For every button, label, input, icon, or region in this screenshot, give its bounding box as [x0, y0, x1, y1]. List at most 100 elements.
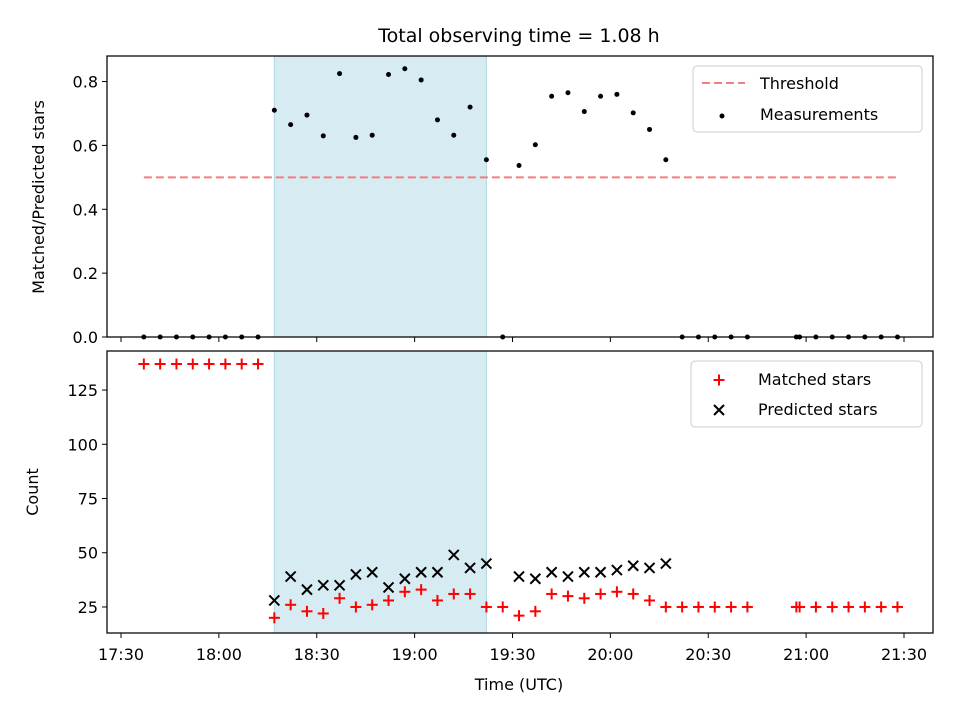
- measurement-point: [271, 107, 277, 113]
- matched-point: [810, 601, 822, 613]
- measurement-point: [337, 71, 343, 77]
- measurement-point: [467, 104, 473, 110]
- cross-stroke-b: [464, 562, 476, 574]
- legend-predicted-label: Predicted stars: [758, 400, 878, 419]
- bottom-ylabel: Count: [23, 468, 42, 516]
- measurement-point: [598, 93, 604, 99]
- top-legend-box: [692, 65, 923, 133]
- matched-point: [546, 588, 558, 600]
- legend-measurements-label: Measurements: [760, 105, 878, 124]
- bottom-axes-frame: [106, 350, 934, 634]
- measurement-point: [581, 109, 587, 115]
- cross-stroke-b: [529, 573, 542, 585]
- matched-point: [611, 586, 623, 598]
- cross-stroke-b: [268, 594, 281, 607]
- bottom-ytick-tick-label: 25: [78, 598, 98, 617]
- cross-stroke-b: [594, 566, 607, 578]
- matched-point: [676, 601, 688, 613]
- matched-point: [285, 599, 297, 611]
- predicted-point: [611, 564, 623, 576]
- matched-point: [692, 601, 704, 613]
- cross-stroke-b: [317, 579, 329, 591]
- legend-measurement-marker: [719, 113, 725, 119]
- measurement-point: [532, 142, 538, 148]
- predicted-point: [350, 568, 362, 581]
- matched-point: [219, 358, 231, 370]
- bottom-xlabel: Time (UTC): [474, 675, 563, 694]
- cross-stroke-b: [448, 549, 460, 561]
- predicted-point: [301, 583, 313, 596]
- matched-point: [383, 594, 395, 606]
- cross-stroke-b: [301, 583, 313, 596]
- measurement-point: [369, 132, 375, 138]
- matched-point: [660, 601, 672, 613]
- predicted-point: [333, 579, 346, 591]
- cross-stroke-b: [562, 570, 574, 583]
- top-ytick-tick-label: 0.2: [73, 264, 98, 283]
- measurement-point: [304, 112, 310, 118]
- measurement-point: [402, 66, 408, 72]
- cross-stroke-b: [333, 579, 346, 591]
- bottom-ytick-tick-label: 75: [78, 490, 98, 509]
- matched-point: [741, 601, 753, 613]
- predicted-point: [415, 566, 427, 578]
- predicted-point: [660, 557, 672, 570]
- predicted-point: [431, 566, 444, 578]
- matched-point: [513, 610, 525, 622]
- chart-title: Total observing time = 1.08 h: [377, 25, 659, 47]
- matched-point: [725, 601, 737, 613]
- matched-point: [203, 358, 215, 370]
- cross-stroke-b: [578, 566, 590, 578]
- matched-point: [562, 590, 574, 602]
- matched-point: [170, 358, 182, 370]
- cross-stroke-b: [284, 570, 297, 583]
- matched-point: [350, 601, 362, 613]
- measurement-point: [647, 126, 653, 132]
- predicted-point: [382, 581, 395, 594]
- measurement-point: [386, 72, 392, 78]
- predicted-point: [578, 566, 590, 578]
- bottom-ytick-tick-label: 125: [67, 381, 98, 400]
- matched-point: [317, 607, 329, 619]
- predicted-point: [480, 557, 493, 570]
- matched-point: [448, 588, 460, 600]
- predicted-point: [366, 566, 378, 578]
- matched-point: [464, 588, 476, 600]
- measurement-point: [483, 157, 489, 163]
- measurement-point: [516, 163, 522, 169]
- predicted-point: [513, 570, 525, 583]
- observing-span: [273, 55, 487, 338]
- cross-stroke-b: [480, 557, 493, 570]
- bottom-xtick-label: 19:30: [489, 645, 535, 664]
- cross-stroke-b: [545, 566, 558, 578]
- bottom-ytick-tick-label: 100: [67, 435, 98, 454]
- matched-point: [843, 601, 855, 613]
- matched-point: [644, 594, 656, 606]
- matched-point: [252, 358, 264, 370]
- matched-point: [366, 599, 378, 611]
- bottom-xtick-label: 17:30: [98, 645, 144, 664]
- measurement-point: [663, 157, 669, 163]
- measurement-point: [451, 132, 457, 138]
- predicted-point: [643, 562, 656, 574]
- cross-stroke-b: [660, 557, 672, 570]
- measurement-point: [353, 134, 359, 140]
- cross-stroke-b: [366, 566, 378, 578]
- bottom-xtick-label: 18:30: [294, 645, 340, 664]
- matched-point: [301, 605, 313, 617]
- cross-stroke-b: [611, 564, 623, 576]
- measurement-point: [630, 110, 636, 116]
- top-axes-frame: [106, 55, 934, 338]
- bottom-xtick-label: 21:30: [881, 645, 927, 664]
- top-ytick-tick-label: 0.4: [73, 200, 98, 219]
- predicted-point: [399, 573, 411, 585]
- matched-point: [334, 592, 346, 604]
- matched-point: [431, 594, 443, 606]
- predicted-point: [594, 566, 607, 578]
- predicted-point: [627, 560, 639, 572]
- bottom-panel: 25 50 75 100 125 17:30 18:00 18:30 19:00 19:30 20:…: [23, 350, 934, 694]
- matched-point: [794, 601, 806, 613]
- measurement-point: [288, 122, 294, 128]
- cross-stroke-b: [627, 560, 639, 572]
- bottom-xtick-label: 18:00: [196, 645, 242, 664]
